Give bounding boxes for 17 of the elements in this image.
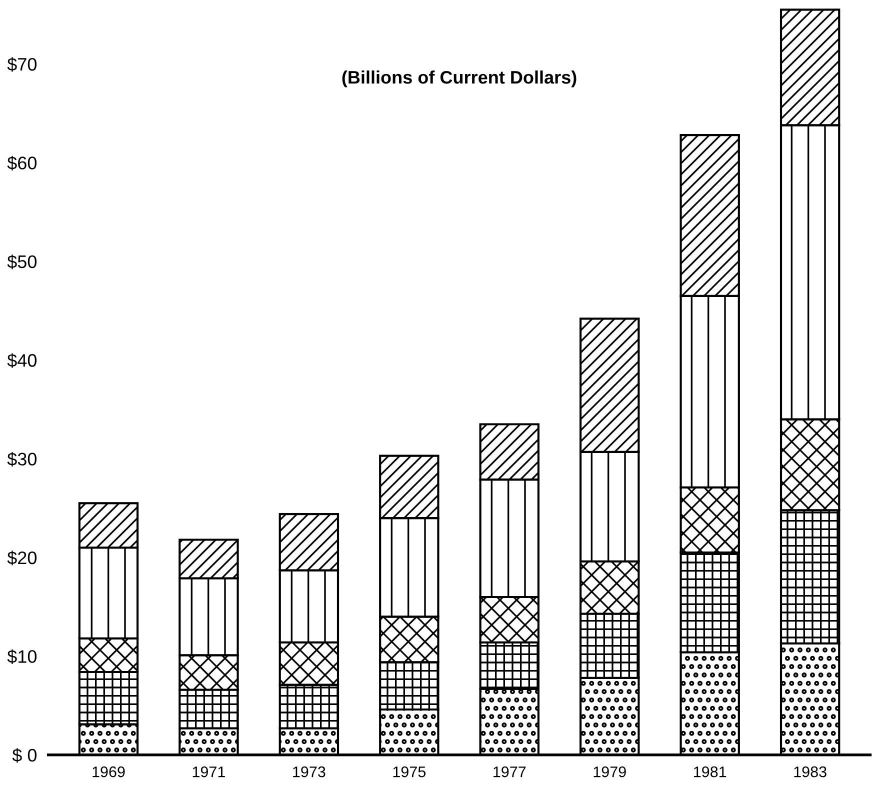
text: (Billions of Current Dollars) [342, 70, 576, 88]
x-tick-label: 1981 [694, 766, 726, 778]
x-tick-label: 1975 [393, 766, 426, 778]
x-tick-label: 1971 [192, 766, 225, 778]
x-tick-label: 1977 [494, 766, 526, 778]
y-tick-label: $70 [7, 57, 37, 72]
y-tick-label: $10 [7, 649, 37, 664]
x-tick-label: 1979 [594, 766, 626, 778]
y-tick-label: $20 [7, 550, 37, 566]
y-tick-label: $50 [7, 254, 37, 270]
x-tick-label: 1983 [794, 766, 826, 778]
y-tick-label: $60 [7, 156, 37, 171]
y-tick-label: $ 0 [12, 748, 37, 763]
x-tick-label: 1969 [92, 766, 125, 778]
y-tick-label: $40 [7, 353, 37, 368]
x-tick-label: 1973 [293, 766, 326, 778]
y-tick-label: $30 [7, 452, 37, 467]
